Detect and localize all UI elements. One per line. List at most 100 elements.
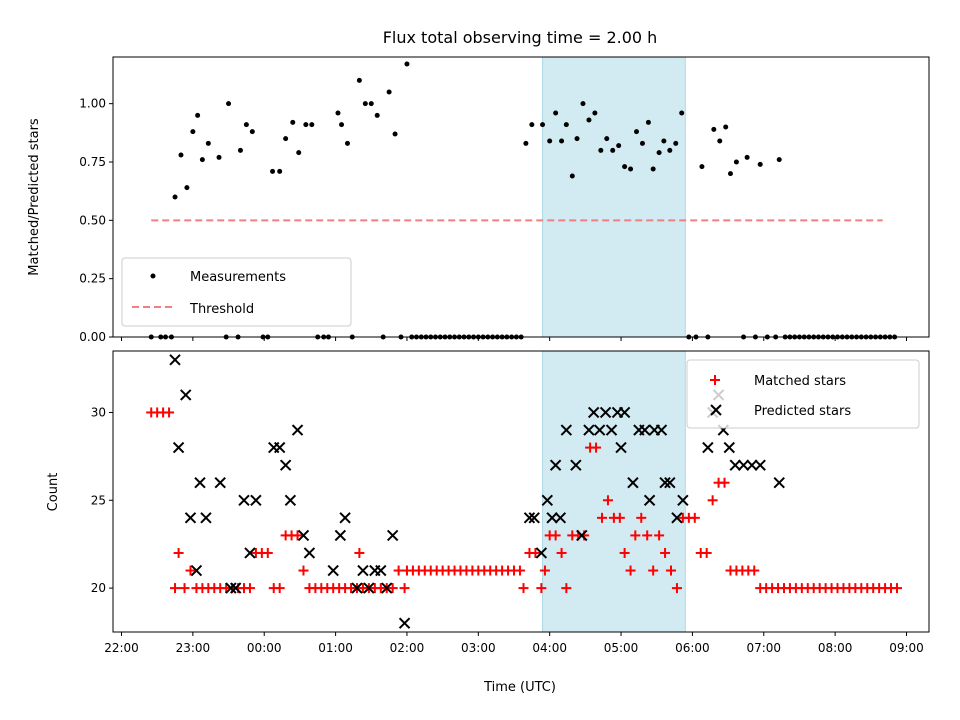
- measurement-point: [184, 185, 190, 191]
- measurement-point: [622, 164, 628, 170]
- predicted-star-point: [279, 459, 292, 471]
- measurement-point: [645, 119, 651, 125]
- predicted-star-point: [303, 547, 316, 559]
- measurement-point: [604, 136, 610, 142]
- matched-star-point: [262, 547, 273, 558]
- measurement-point: [368, 101, 374, 107]
- predicted-star-point: [659, 477, 671, 489]
- top-yaxis: 0.00 0.25 0.50 0.75 1.00: [79, 97, 113, 344]
- legend-label-measurements: Measurements: [190, 270, 286, 285]
- measurement-point: [226, 101, 232, 107]
- measurement-point: [216, 154, 222, 160]
- measurement-point: [699, 164, 705, 170]
- predicted-star-point: [655, 424, 668, 436]
- top-legend: Measurements Threshold: [121, 257, 352, 327]
- measurement-point: [592, 110, 598, 116]
- predicted-star-point: [244, 547, 256, 559]
- predicted-star-point: [535, 547, 548, 559]
- measurement-point: [540, 122, 546, 128]
- predicted-star-point: [184, 512, 197, 524]
- predicted-star-point: [334, 529, 347, 542]
- matched-star-point: [648, 565, 659, 576]
- matched-star-point: [671, 583, 682, 594]
- predicted-star-point: [180, 389, 192, 401]
- predicted-star-point: [339, 512, 351, 524]
- measurement-point: [667, 147, 673, 153]
- xtick-label: 09:00: [889, 641, 924, 655]
- predicted-star-point: [773, 477, 785, 489]
- legend-label-predicted: Predicted stars: [754, 404, 851, 419]
- measurement-point: [386, 89, 392, 95]
- matched-star-point: [625, 565, 636, 576]
- matched-star-point: [292, 530, 303, 541]
- matched-star-point: [539, 565, 550, 576]
- matched-star-point: [636, 512, 647, 523]
- predicted-star-point: [541, 494, 554, 506]
- predicted-star-point: [200, 512, 212, 524]
- predicted-star-point: [528, 512, 540, 524]
- measurement-point: [296, 150, 302, 156]
- predicted-star-point: [375, 564, 387, 577]
- measurement-point: [723, 124, 729, 130]
- matched-star-point: [597, 512, 608, 523]
- measurement-point: [339, 122, 345, 128]
- highlight-span: [542, 350, 686, 633]
- xtick-label: 04:00: [532, 641, 567, 655]
- predicted-star-point: [570, 459, 582, 471]
- measurement-point: [237, 147, 243, 153]
- measurement-point: [616, 143, 622, 149]
- predicted-star-point: [702, 441, 714, 454]
- legend-marker-matched: [710, 375, 720, 385]
- measurement-point: [374, 112, 380, 118]
- matched-star-point: [179, 583, 190, 594]
- highlight-span: [542, 56, 686, 338]
- matched-star-point: [749, 565, 760, 576]
- legend-marker-measurements: [150, 273, 156, 279]
- predicted-star-point: [169, 354, 181, 366]
- matched-star-point: [244, 583, 255, 594]
- predicted-star-point: [754, 459, 766, 471]
- measurement-point: [580, 101, 586, 107]
- predicted-star-point: [554, 512, 567, 524]
- top-legend-box: [121, 257, 352, 327]
- measurement-point: [172, 194, 178, 200]
- predicted-star-point: [671, 512, 683, 524]
- ytick-label: 1.00: [79, 97, 106, 111]
- predicted-star-point: [229, 582, 242, 594]
- matched-star-point: [707, 495, 718, 506]
- xtick-label: 02:00: [390, 641, 425, 655]
- matched-star-point: [689, 512, 700, 523]
- xtick-label: 08:00: [818, 641, 853, 655]
- measurement-point: [362, 101, 368, 107]
- predicted-star-point: [250, 494, 262, 506]
- ytick-label: 0.50: [79, 213, 106, 227]
- measurement-point: [529, 122, 535, 128]
- chart-title: Flux total observing time = 2.00 h: [383, 28, 658, 47]
- predicted-star-point: [599, 406, 612, 419]
- predicted-star-point: [605, 424, 618, 436]
- xtick-label: 05:00: [604, 641, 639, 655]
- ytick-label: 20: [91, 581, 106, 595]
- predicted-star-point: [643, 494, 656, 506]
- predicted-star-point: [523, 512, 536, 524]
- matched-star-point: [164, 407, 175, 418]
- measurement-point: [356, 77, 362, 83]
- bottom-axes-frame: [112, 350, 930, 633]
- matched-star-point: [530, 547, 541, 558]
- measurement-point: [656, 150, 662, 156]
- predicted-star-point: [172, 441, 185, 454]
- ytick-label: 0.75: [79, 155, 106, 169]
- predicted-star-point: [627, 477, 639, 489]
- matched-star-point: [602, 495, 613, 506]
- top-axes-frame: [112, 56, 930, 338]
- measurement-point: [574, 136, 580, 142]
- measurement-point: [757, 161, 763, 167]
- matched-star-point: [591, 442, 602, 453]
- measurement-point: [586, 117, 592, 123]
- matched-star-point: [891, 583, 902, 594]
- xtick-label: 06:00: [675, 641, 710, 655]
- matched-star-point: [536, 583, 547, 594]
- predicted-star-point: [214, 477, 226, 489]
- matched-star-point: [387, 583, 398, 594]
